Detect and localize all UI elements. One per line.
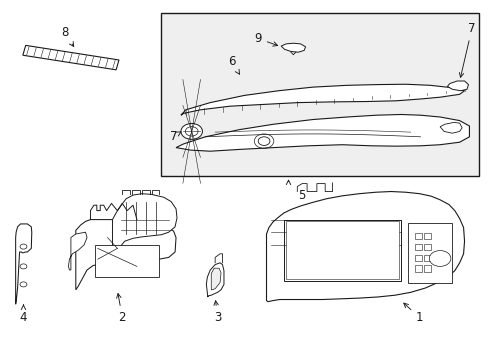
Text: 4: 4	[20, 305, 27, 324]
Bar	[161, 13, 478, 176]
Polygon shape	[211, 268, 221, 290]
Bar	[424, 233, 430, 239]
Text: 8: 8	[61, 26, 74, 46]
Bar	[414, 265, 421, 272]
Text: 1: 1	[403, 303, 423, 324]
Bar	[424, 244, 430, 250]
Bar	[285, 221, 398, 279]
Bar	[424, 255, 430, 261]
Circle shape	[20, 282, 27, 287]
Polygon shape	[447, 81, 468, 91]
Bar	[407, 223, 451, 283]
Polygon shape	[281, 43, 305, 52]
Bar	[414, 233, 421, 239]
Bar	[414, 255, 421, 261]
Polygon shape	[76, 220, 176, 290]
Text: 7: 7	[458, 22, 475, 77]
Polygon shape	[16, 224, 32, 304]
Text: 3: 3	[213, 301, 221, 324]
Text: 2: 2	[116, 293, 126, 324]
Bar	[424, 265, 430, 272]
Polygon shape	[23, 45, 119, 70]
Circle shape	[20, 264, 27, 269]
Text: 5: 5	[298, 189, 305, 202]
Text: 7: 7	[169, 130, 181, 143]
Text: 9: 9	[254, 32, 277, 46]
Polygon shape	[266, 192, 464, 302]
Polygon shape	[206, 263, 224, 297]
Bar	[95, 245, 159, 277]
Circle shape	[428, 251, 450, 266]
Polygon shape	[112, 194, 177, 257]
Bar	[283, 220, 400, 281]
Circle shape	[20, 244, 27, 249]
Polygon shape	[439, 122, 461, 133]
Text: 6: 6	[227, 55, 239, 74]
Polygon shape	[68, 232, 87, 270]
Polygon shape	[176, 114, 468, 151]
Circle shape	[181, 123, 202, 139]
Polygon shape	[181, 84, 464, 115]
Bar	[414, 244, 421, 250]
